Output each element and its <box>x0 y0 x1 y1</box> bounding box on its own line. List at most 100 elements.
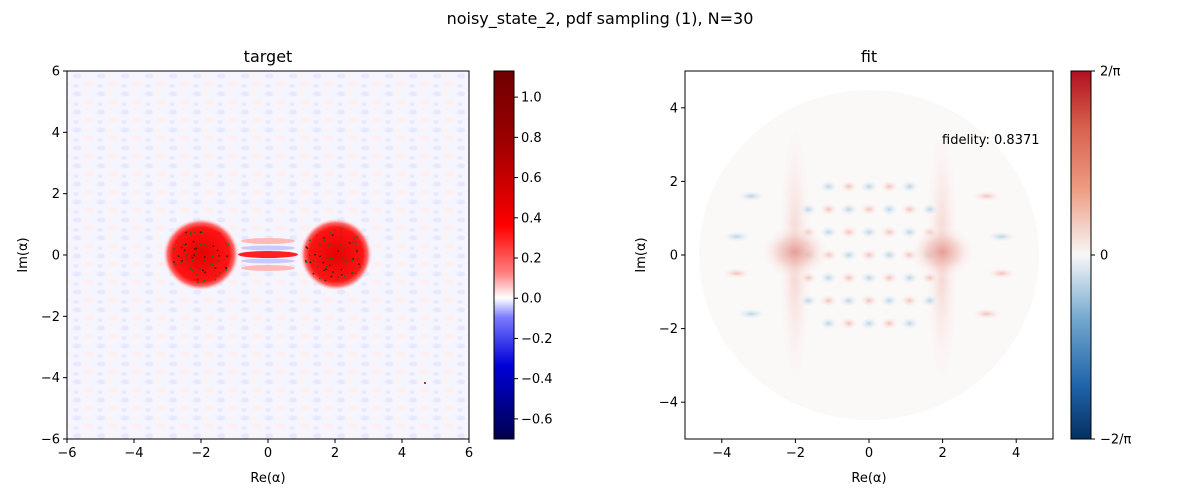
target-colorbar-tick-label: −0.4 <box>521 372 553 387</box>
target-sample-dot <box>305 261 308 264</box>
target-sample-dot <box>341 248 344 251</box>
fit-fringe-blob <box>859 248 879 262</box>
fit-colorbar-tick-label: −2/π <box>1100 433 1132 448</box>
fit-fringe-blob <box>879 270 900 285</box>
fit-fringe-blob <box>818 179 839 194</box>
target-sample-dot <box>331 234 334 237</box>
target-sample-dot <box>190 231 192 234</box>
target-sample-dot <box>334 228 337 231</box>
target-x-tick-label: 6 <box>465 446 473 461</box>
target-sample-dot <box>345 260 348 263</box>
target-sample-dot <box>352 257 355 260</box>
target-sample-dot <box>196 278 199 281</box>
target-sample-dot <box>318 243 321 246</box>
fit-fringe-blob <box>859 293 879 308</box>
target-sample-dot <box>351 240 354 243</box>
target-sample-dot <box>191 256 194 259</box>
fit-y-tick-label: 0 <box>670 249 678 264</box>
target-sample-dot <box>216 260 219 263</box>
target-sample-dot <box>185 256 188 259</box>
target-x-tick-label: −2 <box>191 446 210 461</box>
target-plot: target −6 −4 −2 0 2 4 6 −6 −4 −2 0 2 4 6 Re(α) Im(α)… <box>16 47 553 486</box>
target-sample-dot <box>202 258 205 261</box>
target-sample-dot <box>182 243 185 246</box>
target-sample-dot <box>324 279 327 282</box>
fit-fidelity-annotation: fidelity: 0.8371 <box>942 133 1040 148</box>
target-colorbar-tick-label: 0.0 <box>521 292 542 307</box>
target-sample-dot <box>201 231 204 233</box>
fit-fringe-blob <box>818 270 839 285</box>
target-sample-dot <box>199 243 202 246</box>
target-ylabel: Im(α) <box>16 237 31 272</box>
fit-title: fit <box>861 47 877 66</box>
fit-fringe-blob <box>985 267 1018 280</box>
target-sample-dot <box>348 242 351 244</box>
target-sample-dot <box>336 278 339 281</box>
target-sample-dot <box>192 269 194 272</box>
fit-xlabel: Re(α) <box>851 471 886 486</box>
target-sample-dot <box>193 248 196 251</box>
target-sample-dot <box>180 256 183 259</box>
target-sample-dot <box>204 271 206 274</box>
target-sample-dot <box>312 272 315 275</box>
fit-y-tick-label: 2 <box>670 175 678 190</box>
target-sample-dot <box>340 236 343 239</box>
fit-fringe-blob <box>879 293 900 308</box>
target-sample-dot <box>173 248 176 250</box>
fit-plot: fit fidelity: 0.8371 −4 −2 0 2 4 −4 −2 0 2 4 Re(… <box>634 47 1132 486</box>
target-sample-dot <box>337 250 339 252</box>
target-sample-dot <box>184 243 187 246</box>
target-sample-dot <box>218 259 221 262</box>
target-y-tick-label: 2 <box>52 187 60 202</box>
target-x-ticks: −6 −4 −2 0 2 4 6 <box>57 439 473 461</box>
target-colorbar-tick-label: −0.2 <box>521 332 553 347</box>
target-sample-dot <box>356 248 359 251</box>
fit-fringe-blob <box>879 316 900 331</box>
target-sample-dot <box>177 255 180 258</box>
target-sample-dot <box>325 265 328 268</box>
target-sample-dot <box>202 280 204 283</box>
target-sample-dot <box>322 236 325 239</box>
fit-fringe-blob <box>899 293 920 308</box>
target-sample-markers <box>173 227 361 284</box>
target-sample-dot <box>218 232 221 235</box>
fit-fringe-blob <box>859 270 879 285</box>
target-sample-dot <box>358 263 360 266</box>
target-sample-dot <box>323 239 326 242</box>
target-sample-dot <box>340 227 343 230</box>
target-sample-dot <box>340 243 343 246</box>
fit-fringe-blob <box>818 316 839 331</box>
target-sample-dot <box>225 269 228 272</box>
target-colorbar-tick-label: 0.8 <box>521 131 542 146</box>
target-sample-dot <box>322 261 325 264</box>
target-sample-dot <box>354 243 357 246</box>
fit-fringe-blob <box>720 267 753 280</box>
fit-y-ticks: −4 −2 0 2 4 <box>659 101 685 411</box>
fit-fringe-blob <box>970 190 1003 203</box>
target-y-tick-label: 6 <box>52 65 60 80</box>
target-sample-dot <box>312 259 315 262</box>
target-sample-dot <box>316 234 318 237</box>
target-colorbar-ticks: −0.6 −0.4 −0.2 0.0 0.2 0.4 0.6 0.8 1.0 <box>514 91 553 427</box>
fit-fringe-blob <box>838 293 859 308</box>
target-stray-point <box>424 382 426 384</box>
fit-heatmap: fidelity: 0.8371 <box>685 71 1053 439</box>
target-x-tick-label: 4 <box>398 446 406 461</box>
target-sample-dot <box>309 239 311 242</box>
target-sample-dot <box>308 254 311 257</box>
target-heatmap <box>67 71 469 439</box>
target-sample-dot <box>328 243 331 246</box>
target-sample-dot <box>202 243 205 246</box>
target-sample-dot <box>359 266 361 269</box>
target-sample-dot <box>331 270 333 273</box>
target-sample-dot <box>225 267 228 270</box>
target-sample-dot <box>325 268 328 271</box>
target-y-tick-label: −6 <box>41 433 60 448</box>
target-sample-dot <box>203 279 206 282</box>
fit-y-tick-label: −2 <box>659 322 678 337</box>
target-sample-dot <box>193 254 196 257</box>
target-sample-dot <box>340 273 343 276</box>
target-sample-dot <box>318 277 321 280</box>
fit-fringe-blob <box>818 202 839 217</box>
target-colorbar-tick-label: 0.4 <box>521 211 542 226</box>
